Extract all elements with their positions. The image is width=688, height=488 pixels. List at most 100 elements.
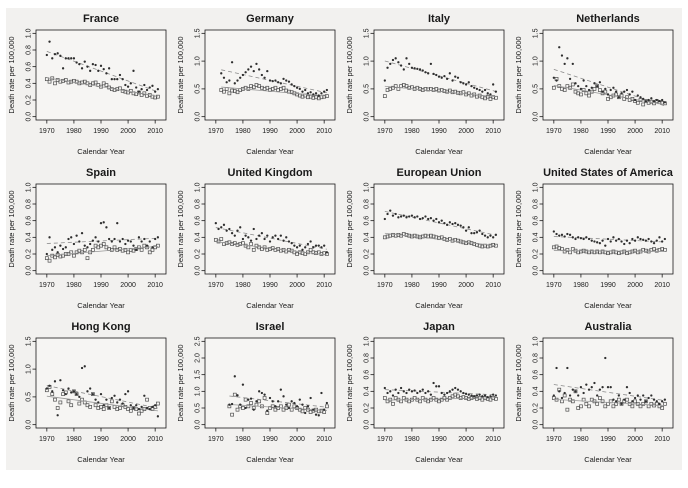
data-point-filled xyxy=(606,237,610,241)
data-point-filled xyxy=(585,236,588,239)
x-tick-label: 2000 xyxy=(627,282,643,289)
data-point-filled xyxy=(470,394,473,397)
data-point-filled xyxy=(255,237,258,241)
data-point-open xyxy=(565,407,570,412)
data-point-filled xyxy=(402,214,405,217)
data-point-open xyxy=(101,242,106,246)
data-point-filled xyxy=(647,98,650,102)
data-point-filled xyxy=(263,76,266,79)
data-point-filled xyxy=(448,72,451,75)
data-point-filled xyxy=(481,90,484,93)
data-point-filled xyxy=(287,80,291,83)
multi-panel-figure: France 1970 1980 1990 2000 2010 0.0 0.2 0.4 0.6 0.… xyxy=(6,8,682,470)
data-point-filled xyxy=(236,394,239,397)
data-point-filled xyxy=(383,217,386,221)
data-point-filled xyxy=(271,400,274,403)
data-point-filled xyxy=(555,232,558,236)
data-point-filled xyxy=(391,58,395,62)
data-point-filled xyxy=(389,62,392,66)
data-point-filled xyxy=(102,221,105,224)
data-point-filled xyxy=(568,77,572,81)
y-tick-label: 0.0 xyxy=(364,266,371,276)
panel-svg: Spain 1970 1980 1990 2000 2010 0.0 0.2 0.4 0.6 0.8… xyxy=(7,167,167,310)
data-point-filled xyxy=(628,93,631,96)
data-point-filled xyxy=(105,398,108,401)
y-axis-label: Death rate per 100,000 xyxy=(345,190,354,267)
data-point-filled xyxy=(631,400,634,403)
data-point-filled xyxy=(486,396,489,399)
data-point-filled xyxy=(642,394,645,397)
data-point-open xyxy=(308,247,313,252)
data-point-filled xyxy=(91,63,95,66)
data-point-filled xyxy=(558,390,561,393)
x-tick-label: 1970 xyxy=(546,436,562,443)
data-point-filled xyxy=(593,240,596,243)
y-tick-label: 0.8 xyxy=(195,199,202,209)
data-point-open xyxy=(644,399,648,404)
x-tick-label: 1970 xyxy=(208,128,224,135)
data-point-filled xyxy=(625,386,629,389)
data-point-filled xyxy=(121,78,124,81)
data-point-filled xyxy=(391,394,395,397)
trend-line-solid xyxy=(229,404,327,411)
data-point-filled xyxy=(80,67,84,70)
data-point-filled xyxy=(568,394,572,397)
data-point-filled xyxy=(418,217,422,221)
data-point-filled xyxy=(126,85,130,88)
data-point-filled xyxy=(258,390,261,393)
data-point-open xyxy=(660,406,665,410)
data-point-filled xyxy=(80,232,84,235)
data-point-open xyxy=(630,404,635,409)
data-point-filled xyxy=(132,244,135,247)
y-tick-label: 0.2 xyxy=(364,403,371,413)
data-point-filled xyxy=(225,81,228,84)
plot-box xyxy=(373,183,505,275)
data-point-filled xyxy=(309,240,312,243)
x-tick-label: 2000 xyxy=(120,436,136,443)
panel-title: Spain xyxy=(86,167,116,179)
data-point-filled xyxy=(445,391,449,395)
data-point-filled xyxy=(148,240,151,243)
data-point-filled xyxy=(70,236,73,239)
data-point-open xyxy=(77,401,82,406)
data-point-filled xyxy=(271,79,274,83)
data-point-filled xyxy=(483,88,487,92)
data-point-filled xyxy=(94,398,97,401)
data-point-open xyxy=(265,85,270,90)
data-point-open xyxy=(641,401,646,406)
data-point-filled xyxy=(61,247,65,251)
data-point-filled xyxy=(642,238,645,241)
data-point-filled xyxy=(72,242,76,246)
data-point-filled xyxy=(590,386,593,389)
data-point-open xyxy=(625,397,629,402)
data-point-open xyxy=(101,407,106,411)
data-point-filled xyxy=(658,236,661,239)
data-point-filled xyxy=(317,414,320,417)
x-tick-label: 2000 xyxy=(627,128,643,135)
plot-box xyxy=(373,337,505,429)
panel-svg: France 1970 1980 1990 2000 2010 0.0 0.2 0.4 0.6 0.… xyxy=(7,13,167,156)
panel-svg: Japan 1970 1980 1990 2000 2010 0.0 0.2 0.4 0.6 0.8… xyxy=(345,321,505,464)
data-point-filled xyxy=(228,403,231,406)
data-point-open xyxy=(325,404,329,409)
data-point-filled xyxy=(220,72,223,75)
data-point-filled xyxy=(566,366,569,370)
data-point-filled xyxy=(633,396,637,400)
data-point-filled xyxy=(399,215,403,218)
y-tick-label: 0.2 xyxy=(533,403,540,413)
data-point-filled xyxy=(225,229,228,232)
data-point-filled xyxy=(652,242,656,245)
panel-title: Germany xyxy=(246,13,295,25)
data-point-filled xyxy=(110,240,113,243)
data-point-filled xyxy=(636,236,639,239)
data-point-filled xyxy=(70,391,73,394)
panel-title: Australia xyxy=(584,321,632,333)
data-point-filled xyxy=(609,88,612,92)
data-point-filled xyxy=(220,226,223,229)
y-tick-label: 0.0 xyxy=(195,266,202,276)
data-point-filled xyxy=(585,84,588,88)
x-tick-label: 1970 xyxy=(377,282,393,289)
x-axis-label: Calendar Year xyxy=(77,301,125,310)
x-tick-label: 1980 xyxy=(573,128,589,135)
data-point-filled xyxy=(312,246,315,249)
